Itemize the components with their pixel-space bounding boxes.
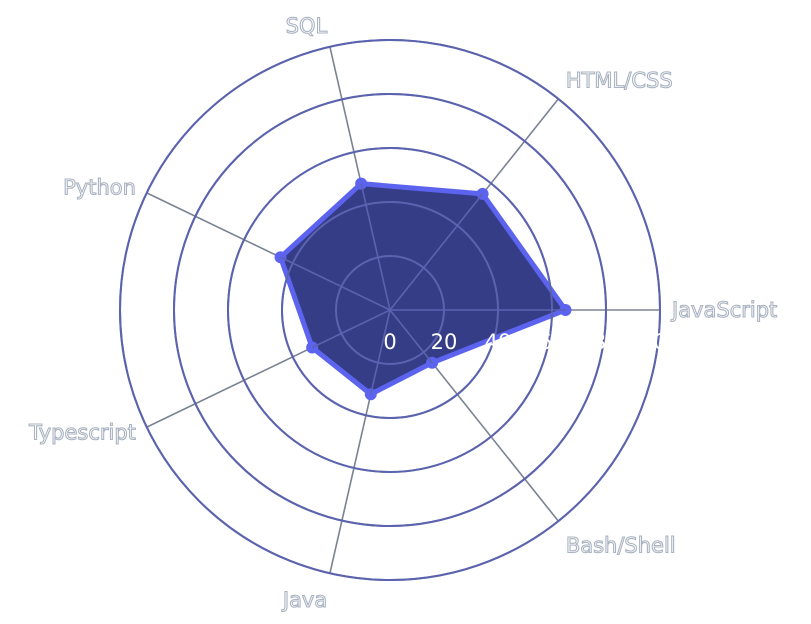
inner-spoke-typescript	[311, 309, 391, 349]
radar-radial-ticks: 0 20 40 60 80 100	[383, 330, 680, 354]
radial-tick-80: 80	[593, 330, 620, 354]
axis-label-html-css: HTML/CSS	[566, 69, 673, 93]
radar-inner-grid	[119, 39, 661, 581]
radial-tick-100: 100	[640, 330, 680, 354]
axis-label-bash-shell: Bash/Shell	[566, 533, 676, 557]
inner-grid-ring-100	[119, 39, 661, 581]
axis-label-javascript: JavaScript	[670, 298, 777, 322]
series-area	[278, 181, 568, 397]
inner-spoke-html-css	[389, 193, 484, 311]
radial-tick-0: 0	[383, 330, 396, 354]
inner-grid-ring-80	[173, 93, 607, 527]
radial-tick-60: 60	[539, 330, 566, 354]
radial-tick-20: 20	[431, 330, 458, 354]
radial-tick-40: 40	[485, 330, 512, 354]
radar-series	[274, 177, 572, 401]
axis-label-sql: SQL	[286, 14, 328, 38]
axis-label-java: Java	[281, 588, 327, 612]
inner-spoke-python	[280, 256, 391, 311]
inner-spoke-sql	[360, 183, 391, 311]
inner-spoke-bash-shell	[389, 309, 433, 364]
radar-axis-labels: JavaScript HTML/CSS SQL Python Typescript Jav…	[28, 14, 778, 613]
axis-label-python: Python	[63, 176, 136, 200]
inner-spoke-java	[369, 309, 391, 395]
axis-label-typescript: Typescript	[28, 420, 136, 444]
